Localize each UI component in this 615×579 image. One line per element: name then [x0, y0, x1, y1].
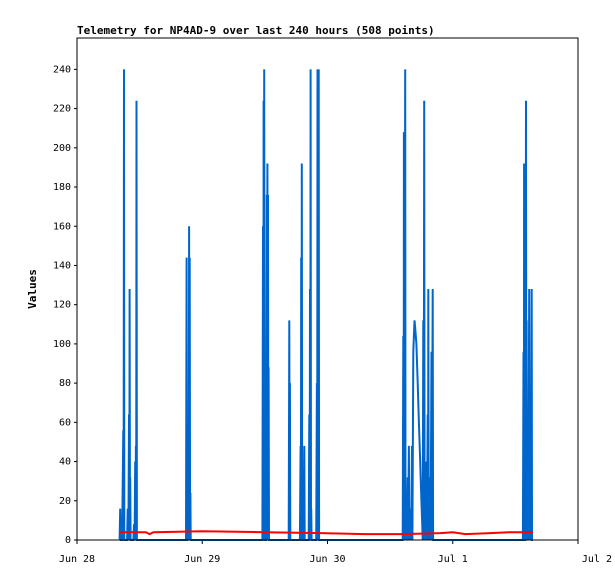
x-tick-label: Jun 28 — [59, 554, 95, 565]
series-layer — [118, 69, 533, 541]
y-tick-label: 240 — [53, 64, 71, 75]
y-tick-label: 200 — [53, 143, 71, 154]
series-line-1 — [119, 530, 533, 536]
x-axis: Jun 28 Jun 29 Jun 30 Jul 1 Jul 2 — [59, 540, 612, 565]
y-tick-label: 140 — [53, 260, 71, 271]
y-tick-label: 80 — [59, 378, 71, 389]
y-tick-label: 220 — [53, 104, 71, 115]
series-line-0 — [118, 69, 533, 541]
plot-frame — [76, 37, 579, 541]
x-tick-label: Jun 29 — [184, 554, 220, 565]
y-tick-label: 160 — [53, 221, 71, 232]
x-tick-label: Jul 2 — [582, 554, 612, 565]
y-tick-label: 60 — [59, 417, 71, 428]
y-tick-label: 0 — [65, 535, 71, 546]
y-axis: 0 20 40 60 80 100 120 140 160 180 200 220 240 — [53, 64, 77, 546]
y-tick-label: 100 — [53, 339, 71, 350]
y-tick-label: 20 — [59, 496, 71, 507]
y-tick-label: 40 — [59, 457, 71, 468]
chart-title: Telemetry for NP4AD-9 over last 240 hour… — [77, 24, 435, 37]
y-tick-label: 180 — [53, 182, 71, 193]
y-tick-label: 120 — [53, 300, 71, 311]
y-axis-label: Values — [26, 269, 39, 309]
x-tick-label: Jun 30 — [309, 554, 345, 565]
x-tick-label: Jul 1 — [438, 554, 468, 565]
